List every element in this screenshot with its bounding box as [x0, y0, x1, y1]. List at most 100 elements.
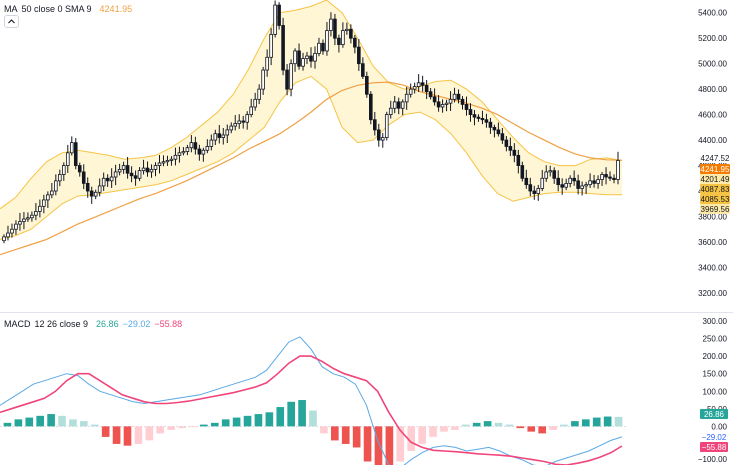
- candle-body: [165, 160, 170, 163]
- candle-body: [38, 205, 42, 212]
- candle-body: [369, 93, 373, 121]
- candle-body: [428, 91, 433, 98]
- candle-body: [18, 221, 22, 225]
- candle-body: [568, 177, 572, 184]
- candle-body: [588, 180, 592, 186]
- candle-body: [333, 18, 337, 39]
- candle-body: [89, 190, 94, 197]
- macd-badge: [700, 432, 728, 442]
- candle-body: [472, 114, 477, 118]
- candle-body: [516, 154, 521, 166]
- candle-body: [145, 167, 150, 173]
- macd-histogram-bar: [265, 412, 274, 427]
- macd-histogram-bar: [363, 426, 372, 462]
- candle-body: [157, 162, 162, 166]
- macd-badge: [700, 442, 728, 452]
- candle-body: [229, 125, 234, 131]
- macd-tick-label: 100.00: [703, 387, 728, 396]
- candle-body: [612, 177, 616, 180]
- macd-tick-label: 300.00: [703, 317, 728, 326]
- candle-body: [2, 236, 6, 242]
- candle-body: [528, 184, 533, 192]
- macd-histogram-bar: [581, 419, 590, 427]
- candle-body: [468, 109, 473, 116]
- macd-histogram-bar: [505, 424, 514, 427]
- price-badge: [700, 204, 730, 214]
- candle-body: [257, 88, 261, 100]
- candle-body: [372, 119, 377, 131]
- ma-value: 4241.95: [99, 4, 133, 14]
- candle-body: [488, 121, 493, 128]
- candle-body: [520, 165, 525, 179]
- macd-histogram-bar: [69, 419, 77, 427]
- candle-body: [572, 177, 576, 182]
- macd-histogram-bar: [200, 424, 208, 427]
- macd-badge: [700, 409, 728, 419]
- candle-body: [341, 30, 345, 45]
- bollinger-upper-line: [0, 0, 623, 210]
- macd-histogram-bar: [385, 426, 394, 470]
- macd-histogram-bar: [167, 426, 175, 430]
- candle-body: [221, 134, 226, 138]
- candle-body: [301, 58, 305, 67]
- candle-body: [540, 177, 545, 189]
- candle-body: [69, 142, 74, 154]
- panel-divider[interactable]: [0, 312, 733, 313]
- candle-body: [456, 93, 461, 100]
- candle-body: [608, 176, 612, 179]
- macd-histogram-bar: [36, 415, 45, 427]
- candle-body: [604, 174, 608, 178]
- macd-histogram-bar: [461, 424, 470, 427]
- macd-histogram-bar: [494, 422, 503, 427]
- moving-average-line: [0, 81, 623, 256]
- candle-body: [237, 120, 242, 124]
- price-tick-label: 5200.00: [698, 34, 727, 43]
- macd-line: [0, 336, 623, 470]
- candle-body: [337, 37, 341, 45]
- candle-body: [34, 210, 38, 216]
- candle-body: [109, 176, 114, 182]
- candle-body: [452, 93, 457, 100]
- candle-body: [440, 104, 445, 108]
- macd-histogram-bar: [429, 426, 437, 437]
- macd-params: 12 26 close 9: [34, 319, 89, 329]
- candle-body: [388, 107, 393, 116]
- candle-body: [321, 42, 325, 52]
- candle-body: [349, 28, 353, 39]
- macd-histogram-bar: [352, 426, 361, 448]
- candle-body: [269, 33, 273, 58]
- price-badge-label: 4241.95: [701, 165, 730, 174]
- candle-body: [14, 223, 18, 230]
- candle-body: [58, 174, 62, 182]
- candle-body: [560, 184, 564, 188]
- candle-body: [85, 182, 90, 192]
- price-badge-label: 4247.52: [701, 154, 730, 163]
- candle-body: [181, 151, 186, 154]
- price-badge: [700, 164, 730, 174]
- candle-body: [169, 158, 174, 161]
- candle-body: [376, 129, 381, 141]
- candle-body: [524, 177, 529, 186]
- price-tick-label: 3200.00: [698, 289, 727, 298]
- macd-histogram-bar: [145, 426, 154, 441]
- macd-histogram-bar: [134, 426, 143, 444]
- price-badge: [700, 174, 730, 184]
- macd-histogram-bar: [571, 421, 579, 427]
- candle-body: [117, 168, 122, 173]
- candle-body: [77, 165, 82, 173]
- candle-body: [93, 191, 98, 197]
- candle-body: [448, 98, 453, 104]
- macd-histogram-bar: [189, 426, 197, 428]
- candle-body: [380, 137, 385, 141]
- candle-body: [404, 93, 409, 103]
- candle-body: [189, 142, 194, 149]
- macd-badge-label: −55.88: [702, 443, 727, 452]
- signal-line: [0, 355, 623, 466]
- candle-body: [365, 76, 369, 95]
- macd-histogram-bar: [25, 417, 34, 427]
- candle-body: [173, 154, 178, 160]
- collapse-legend-button[interactable]: [4, 15, 19, 28]
- price-badge-label: 3969.56: [701, 205, 730, 214]
